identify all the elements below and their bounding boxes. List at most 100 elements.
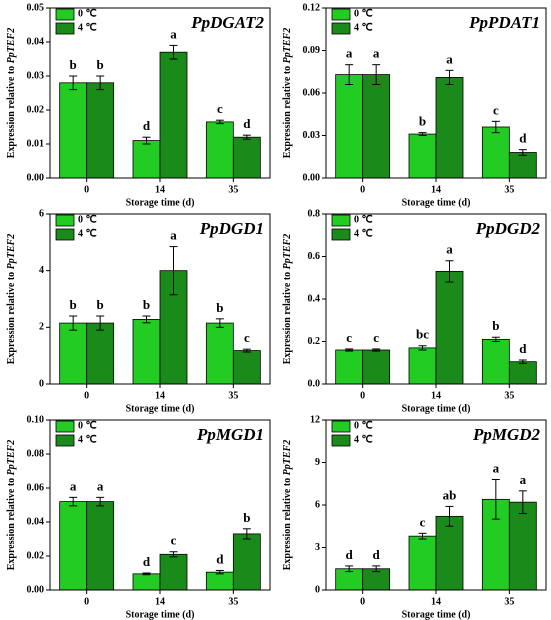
- x-tick-label: 14: [431, 596, 441, 607]
- plot-frame: [49, 7, 271, 179]
- bar: [86, 322, 115, 385]
- y-axis-label-text: Expression relative to: [282, 475, 293, 570]
- x-tick-label: 35: [504, 390, 514, 401]
- legend-swatch: [331, 420, 351, 433]
- bar: [435, 270, 464, 385]
- error-bar: [345, 565, 354, 573]
- plot-frame: [325, 7, 547, 179]
- y-tick-label: 0.10: [27, 414, 45, 425]
- error-bar: [445, 505, 454, 527]
- legend-label: 4 ℃: [354, 228, 373, 239]
- x-axis-label: Storage time (d): [126, 197, 195, 208]
- bar: [205, 571, 234, 591]
- y-tick-label: 0.2: [308, 336, 321, 347]
- x-tick-label: 0: [360, 390, 365, 401]
- y-tick-label: 0.09: [303, 45, 321, 56]
- plot-frame: [49, 419, 271, 591]
- y-axis-label-gene: PpTEF2: [282, 28, 293, 64]
- y-axis-label-gene: PpTEF2: [282, 234, 293, 270]
- significance-letter: ab: [443, 487, 457, 502]
- x-axis-label: Storage time (d): [402, 197, 471, 208]
- legend-label: 0 ℃: [354, 420, 373, 431]
- y-axis-label-text: Expression relative to: [6, 475, 17, 570]
- error-bar: [418, 345, 427, 351]
- error-bar: [142, 572, 151, 576]
- error-bar: [445, 69, 454, 85]
- panel-title: PpMGD1: [196, 425, 264, 444]
- legend-swatch: [55, 228, 75, 241]
- bar: [481, 126, 510, 179]
- significance-letter: c: [493, 102, 499, 117]
- y-tick-label: 0.00: [27, 584, 45, 595]
- y-tick-label: 2: [39, 322, 44, 333]
- error-bar: [518, 149, 527, 156]
- legend-swatch: [331, 214, 351, 227]
- significance-letter: d: [143, 118, 151, 133]
- bar: [362, 74, 391, 179]
- y-tick-label: 0.00: [27, 172, 45, 183]
- bar: [132, 318, 161, 385]
- panel-title: PpDGD1: [199, 219, 264, 238]
- x-axis-label: Storage time (d): [402, 609, 471, 620]
- significance-letter: a: [520, 472, 527, 487]
- significance-letter: c: [171, 533, 177, 548]
- significance-letter: c: [217, 101, 223, 116]
- error-bar: [169, 551, 178, 558]
- significance-letter: a: [70, 478, 77, 493]
- error-bar: [372, 64, 381, 85]
- significance-letter: b: [216, 300, 223, 315]
- legend-label: 4 ℃: [354, 434, 373, 445]
- bar: [159, 51, 188, 179]
- y-tick-label: 6: [39, 208, 44, 219]
- y-axis-label-gene: PpTEF2: [282, 440, 293, 476]
- bar: [232, 136, 261, 179]
- x-axis-label: Storage time (d): [126, 609, 195, 620]
- error-bar: [169, 44, 178, 60]
- significance-letter: d: [143, 554, 151, 569]
- legend-swatch: [331, 434, 351, 447]
- legend-swatch: [55, 420, 75, 433]
- x-tick-label: 14: [431, 184, 441, 195]
- plot-frame: [325, 213, 547, 385]
- y-axis-label: Expression relative to PpTEF2: [282, 234, 293, 364]
- y-tick-label: 0.06: [27, 482, 45, 493]
- y-tick-label: 0.4: [308, 293, 321, 304]
- y-axis-label: Expression relative to PpTEF2: [6, 28, 17, 158]
- error-bar: [242, 348, 251, 353]
- bar: [59, 322, 88, 385]
- bar: [232, 533, 261, 591]
- significance-letter: d: [346, 547, 354, 562]
- error-bar: [372, 565, 381, 573]
- error-bar: [215, 569, 224, 575]
- bar: [362, 349, 391, 385]
- error-bar: [96, 315, 105, 331]
- error-bar: [242, 134, 251, 140]
- error-bar: [445, 260, 454, 283]
- error-bar: [215, 119, 224, 125]
- y-tick-label: 0.03: [27, 70, 45, 81]
- bar: [159, 553, 188, 591]
- y-tick-label: 0.02: [27, 550, 45, 561]
- error-bar: [169, 246, 178, 296]
- significance-letter: bc: [416, 327, 429, 342]
- x-tick-label: 14: [155, 390, 165, 401]
- error-bar: [69, 75, 78, 91]
- y-axis-label-text: Expression relative to: [282, 269, 293, 364]
- y-tick-label: 3: [315, 542, 320, 553]
- y-axis-label-text: Expression relative to: [6, 269, 17, 364]
- error-bar: [96, 75, 105, 91]
- x-tick-label: 0: [84, 184, 89, 195]
- x-axis-label: Storage time (d): [126, 403, 195, 414]
- x-tick-label: 14: [155, 184, 165, 195]
- error-bar: [242, 528, 251, 540]
- y-axis-label: Expression relative to PpTEF2: [282, 28, 293, 158]
- y-tick-label: 0: [39, 378, 44, 389]
- y-tick-label: 0.8: [308, 208, 321, 219]
- significance-letter: c: [346, 330, 352, 345]
- y-tick-label: 0.0: [308, 378, 321, 389]
- y-axis-label-gene: PpTEF2: [6, 234, 17, 270]
- y-tick-label: 0.06: [303, 87, 321, 98]
- y-axis-label: Expression relative to PpTEF2: [6, 234, 17, 364]
- significance-letter: b: [97, 57, 104, 72]
- y-tick-label: 0.00: [303, 172, 321, 183]
